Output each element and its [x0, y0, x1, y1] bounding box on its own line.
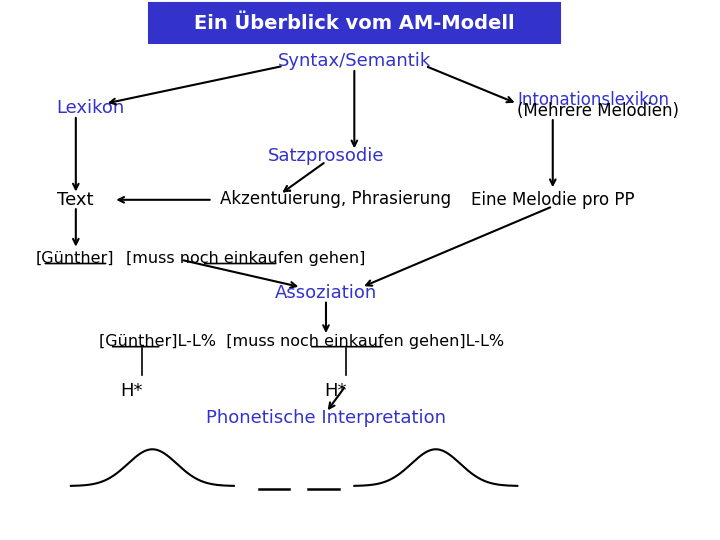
Text: [Günther]: [Günther]	[35, 251, 114, 266]
Text: Assoziation: Assoziation	[275, 284, 377, 302]
Text: Lexikon: Lexikon	[57, 99, 125, 117]
Text: H*: H*	[325, 382, 347, 400]
Text: [muss noch einkaufen gehen]: [muss noch einkaufen gehen]	[126, 251, 366, 266]
Text: H*: H*	[120, 382, 143, 400]
Text: Eine Melodie pro PP: Eine Melodie pro PP	[472, 191, 635, 209]
Text: Ein Überblick vom AM-Modell: Ein Überblick vom AM-Modell	[194, 14, 515, 33]
Text: Intonationslexikon: Intonationslexikon	[518, 91, 670, 109]
Text: (Mehrere Melodien): (Mehrere Melodien)	[518, 102, 680, 120]
Text: Satzprosodie: Satzprosodie	[268, 146, 384, 165]
Text: Phonetische Interpretation: Phonetische Interpretation	[206, 409, 446, 427]
Text: Text: Text	[57, 191, 93, 209]
Text: Syntax/Semantik: Syntax/Semantik	[278, 52, 431, 70]
Text: Akzentuierung, Phrasierung: Akzentuierung, Phrasierung	[220, 190, 451, 208]
Text: [Günther]L-L%  [muss noch einkaufen gehen]L-L%: [Günther]L-L% [muss noch einkaufen gehen…	[99, 334, 504, 349]
FancyBboxPatch shape	[149, 3, 560, 43]
